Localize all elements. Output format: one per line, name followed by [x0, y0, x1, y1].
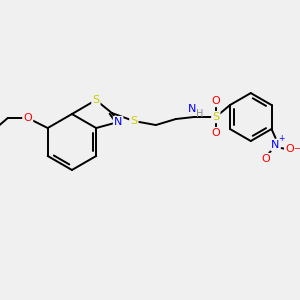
Text: S: S [130, 116, 137, 126]
Text: O: O [23, 113, 32, 123]
Text: H: H [196, 109, 203, 119]
Text: N: N [271, 140, 280, 150]
Text: N: N [188, 104, 196, 114]
Text: O: O [212, 128, 220, 138]
Text: S: S [212, 112, 219, 122]
Text: O: O [285, 144, 294, 154]
Text: O: O [261, 154, 270, 164]
Text: O: O [212, 96, 220, 106]
Text: +: + [278, 134, 285, 142]
Text: −: − [293, 145, 300, 154]
Text: N: N [114, 117, 122, 127]
Text: S: S [92, 95, 100, 105]
